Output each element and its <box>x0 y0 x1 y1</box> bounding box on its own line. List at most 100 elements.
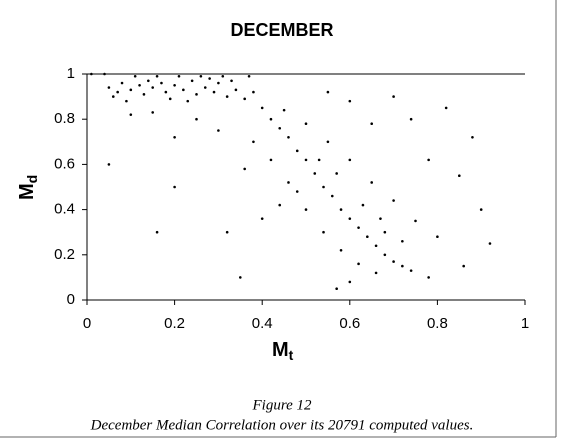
point <box>90 72 93 76</box>
point <box>427 158 430 162</box>
point <box>138 84 141 87</box>
point <box>409 117 413 121</box>
point <box>147 79 150 83</box>
y-tick-label: 0.4 <box>54 201 75 218</box>
point <box>317 158 321 162</box>
point <box>282 108 286 112</box>
point <box>173 135 176 139</box>
x-label-sub: t <box>289 347 294 363</box>
point <box>348 99 352 103</box>
y-axis-label: Md <box>16 175 39 200</box>
point <box>186 99 190 103</box>
point <box>208 77 211 80</box>
point <box>221 74 225 78</box>
point <box>164 90 168 94</box>
point <box>203 86 207 89</box>
y-tick-label: 0.2 <box>54 246 75 263</box>
point <box>239 276 242 279</box>
point <box>339 248 343 252</box>
point <box>103 72 106 76</box>
point <box>462 264 465 268</box>
point <box>195 117 198 121</box>
point <box>107 86 111 89</box>
point <box>348 217 352 220</box>
point <box>444 106 448 110</box>
point <box>125 99 128 103</box>
point <box>247 74 251 78</box>
point <box>151 111 154 114</box>
point <box>357 262 360 266</box>
point <box>304 158 308 162</box>
caption-text: December Median Correlation over its 207… <box>90 417 474 433</box>
x-axis-label: Mt <box>272 339 294 362</box>
point <box>260 217 264 220</box>
point <box>348 280 352 284</box>
y-tick-label: 0.6 <box>54 155 75 172</box>
point <box>278 126 282 130</box>
point <box>383 253 387 257</box>
point <box>217 81 220 85</box>
point <box>160 81 163 85</box>
point <box>357 226 360 229</box>
point <box>458 174 461 177</box>
x-tick-label: 0.8 <box>427 315 448 332</box>
point <box>173 84 176 87</box>
point <box>260 106 264 110</box>
point <box>133 74 137 78</box>
point <box>295 149 299 153</box>
point <box>252 90 255 94</box>
y-tick-label: 0 <box>67 291 75 308</box>
point <box>313 172 317 175</box>
point <box>129 88 133 92</box>
point <box>155 230 159 234</box>
point <box>155 74 159 78</box>
point <box>225 230 229 234</box>
point <box>269 117 273 121</box>
point <box>374 244 378 248</box>
point <box>182 88 185 92</box>
point <box>383 230 387 234</box>
point <box>120 81 124 85</box>
point <box>414 219 417 223</box>
x-label-main: M <box>272 339 289 361</box>
y-label-sub: d <box>24 175 40 184</box>
y-label-main: M <box>16 183 38 200</box>
point <box>436 235 439 239</box>
point <box>348 158 352 162</box>
point <box>234 88 238 92</box>
point <box>111 95 115 98</box>
point <box>304 208 308 211</box>
point <box>427 276 430 279</box>
point <box>225 95 229 98</box>
point <box>230 79 233 83</box>
point <box>370 122 374 126</box>
point <box>269 158 273 162</box>
point <box>304 122 308 126</box>
point <box>488 242 492 245</box>
point <box>392 199 395 202</box>
point <box>326 140 330 144</box>
point <box>151 86 154 89</box>
point <box>243 97 246 101</box>
point <box>295 190 299 193</box>
point <box>173 185 176 189</box>
point <box>107 163 111 166</box>
point <box>392 260 395 263</box>
point <box>401 264 404 268</box>
point <box>199 74 203 78</box>
point <box>322 185 325 189</box>
point <box>479 208 483 211</box>
point <box>339 208 343 211</box>
x-tick-label: 1 <box>521 315 529 332</box>
point <box>379 217 382 220</box>
point <box>287 135 290 139</box>
point <box>374 271 378 275</box>
point <box>252 140 255 144</box>
y-tick-label: 0.8 <box>54 110 75 127</box>
point <box>217 129 220 132</box>
point <box>409 269 413 272</box>
point <box>366 235 369 239</box>
x-tick-label: 0.6 <box>339 315 360 332</box>
point <box>361 203 365 207</box>
